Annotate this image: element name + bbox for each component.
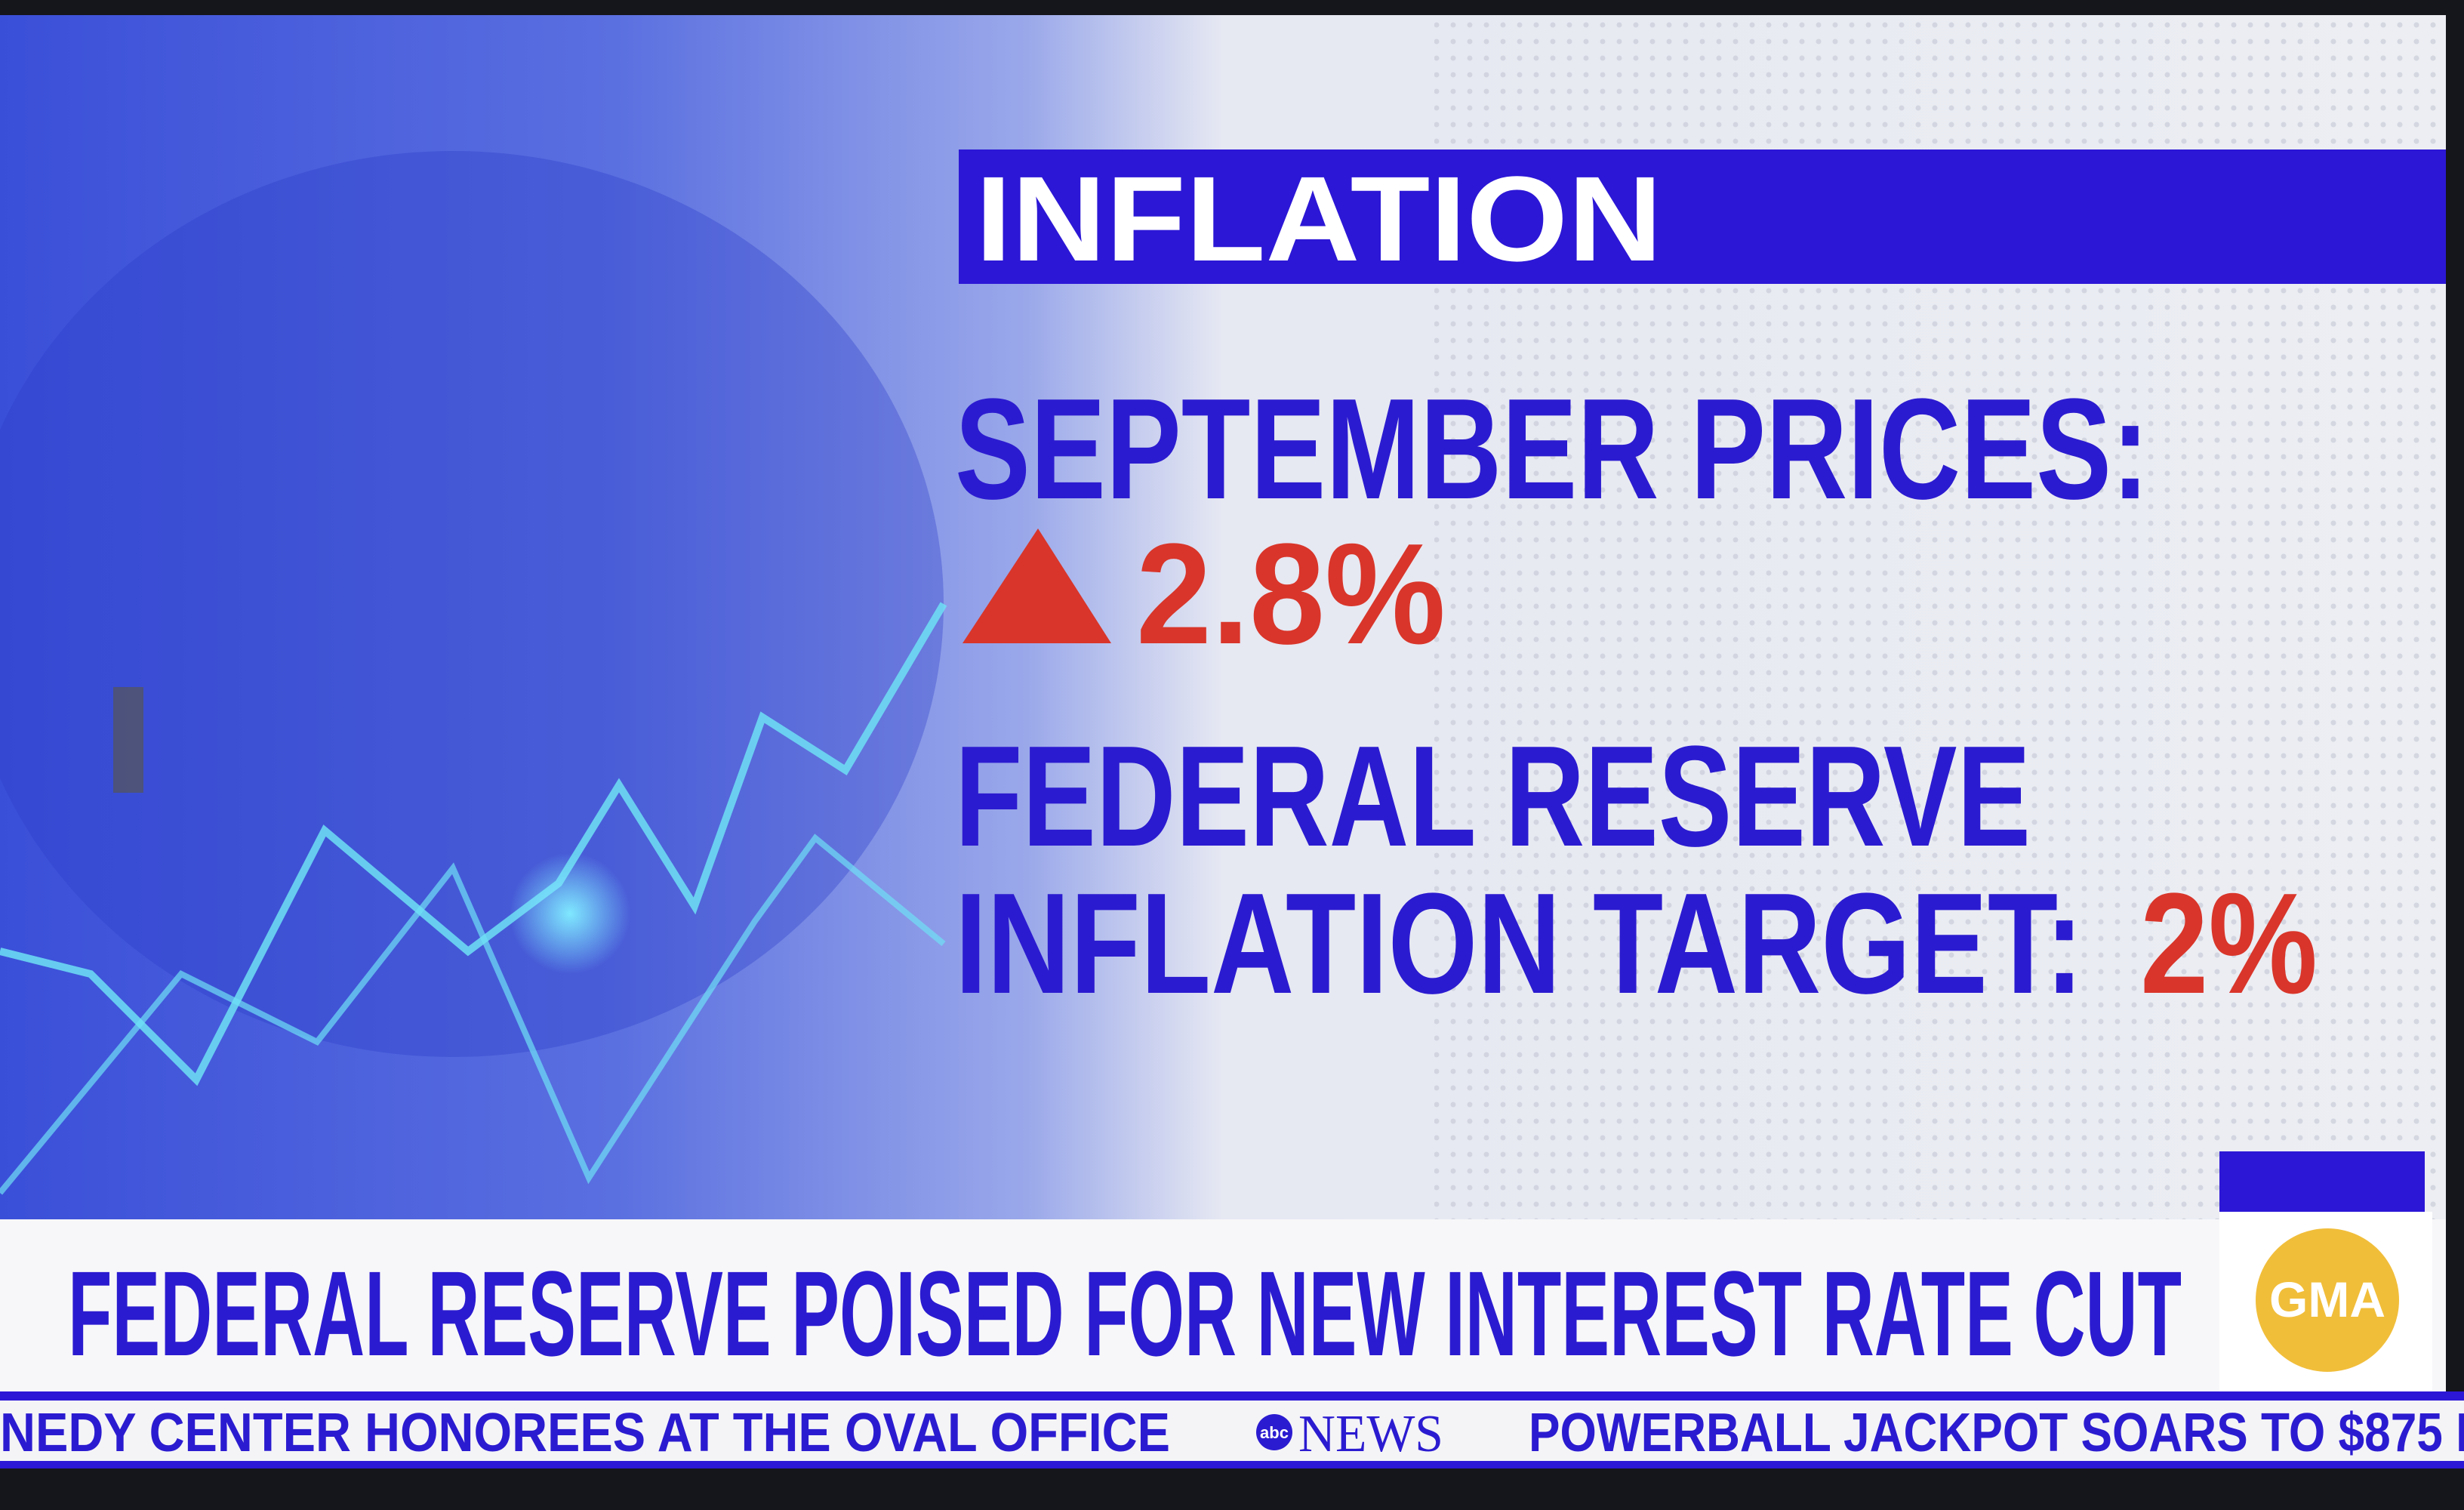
chart-glow [510,853,630,974]
gma-logo-text: GMA [2269,1271,2385,1327]
logo-tab [2219,1151,2425,1212]
title-bar [959,149,2446,284]
headline: FEDERAL RESERVE POISED FOR NEW INTEREST … [68,1246,2182,1381]
lower-third [0,1219,2446,1391]
item-label: INFLATION TARGET: [955,864,2084,1024]
abc-logo [1256,1414,1292,1450]
item-label: FEDERAL RESERVE [955,716,2031,877]
ticker [0,1401,2464,1461]
ticker-item: NEDY CENTER HONOREES AT THE OVAL OFFICE [0,1403,1170,1463]
ticker-rule [0,1391,2464,1401]
banknote-image [0,151,944,1057]
graphic-title: INFLATION [975,151,1662,286]
item-label: SEPTEMBER PRICES: [955,369,2149,529]
up-arrow [962,528,1111,643]
item-value: 2% [2140,864,2318,1024]
ticker-rule [0,1461,2464,1468]
abc-logo-text: abc [1260,1423,1289,1442]
item-value: 2.8% [1136,514,1446,674]
ticker-brand: NEWS [1298,1405,1443,1463]
chart-line-decoration [0,834,946,1195]
gma-logo [2256,1228,2399,1372]
candle-decoration [113,687,143,793]
ticker-item: POWERBALL JACKPOT SOARS TO $875 M [1529,1403,2464,1463]
